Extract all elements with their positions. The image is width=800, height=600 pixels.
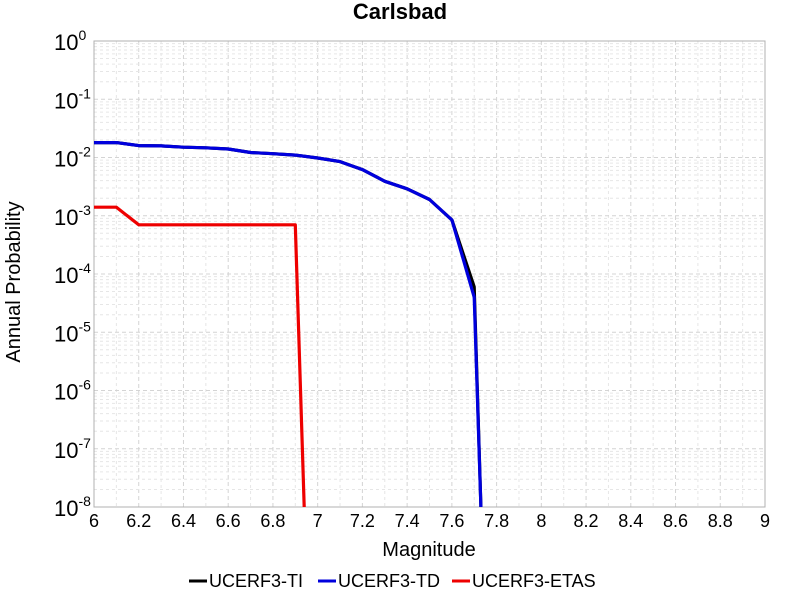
y-axis-ticks: 100 10-1 10-2 10-3 10-4 10-5 10-6 10-7 10-8	[54, 27, 91, 521]
x-tick-label: 7	[313, 511, 323, 531]
x-axis-ticks: 6 6.2 6.4 6.6 6.8 7 7.2 7.4 7.6 7.8 8 8.2 8.4 8.6 8.8 9	[89, 511, 770, 531]
x-axis-label: Magnitude	[382, 539, 475, 561]
y-tick-label: 10-2	[54, 144, 91, 172]
x-tick-label: 8.2	[574, 511, 599, 531]
x-tick-label: 7.2	[350, 511, 375, 531]
plot-area	[93, 40, 766, 508]
y-tick-label: 10-8	[54, 493, 91, 521]
y-tick-label: 10-7	[54, 435, 91, 463]
y-tick-label: 10-5	[54, 318, 91, 346]
grid	[93, 40, 766, 508]
x-tick-label: 7.4	[395, 511, 420, 531]
x-tick-label: 7.6	[439, 511, 464, 531]
y-tick-label: 10-6	[54, 377, 91, 405]
legend-label-ucerf3-td: UCERF3-TD	[338, 571, 440, 591]
series-line-ucerf3-td	[94, 141, 483, 508]
x-tick-label: 7.8	[484, 511, 509, 531]
x-tick-label: 6.4	[171, 511, 196, 531]
legend-label-ucerf3-etas: UCERF3-ETAS	[472, 571, 596, 591]
x-tick-label: 6	[89, 511, 99, 531]
series-line-ucerf3-etas	[94, 205, 306, 508]
x-tick-label: 6.2	[126, 511, 151, 531]
y-tick-label: 100	[54, 27, 86, 55]
y-tick-label: 10-3	[54, 202, 91, 230]
chart-title: Carlsbad	[353, 0, 447, 24]
x-tick-label: 6.6	[216, 511, 241, 531]
x-tick-label: 8.6	[663, 511, 688, 531]
x-tick-label: 6.8	[260, 511, 285, 531]
series-layer	[94, 141, 483, 508]
x-tick-label: 8	[536, 511, 546, 531]
legend: UCERF3-TI UCERF3-TD UCERF3-ETAS	[189, 571, 596, 591]
y-axis-label: Annual Probability	[3, 201, 25, 362]
y-tick-label: 10-4	[54, 260, 91, 288]
y-tick-label: 10-1	[54, 85, 91, 113]
x-tick-label: 8.8	[708, 511, 733, 531]
x-tick-label: 9	[760, 511, 770, 531]
x-tick-label: 8.4	[618, 511, 643, 531]
legend-label-ucerf3-ti: UCERF3-TI	[209, 571, 303, 591]
